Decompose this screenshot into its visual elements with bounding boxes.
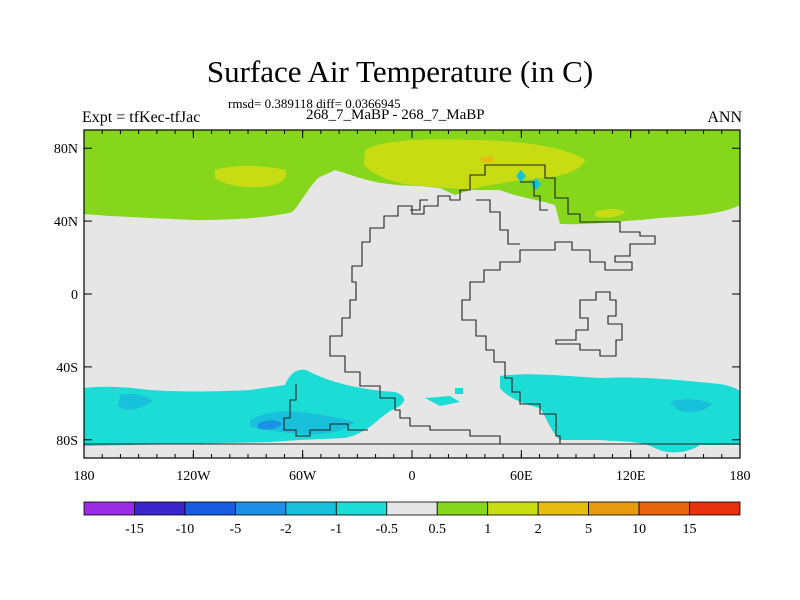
colorbar-label: -2 (280, 522, 292, 537)
colorbar-label: 0.5 (428, 522, 446, 537)
colorbar-label: -1 (330, 522, 342, 537)
x-tick-label: 120E (616, 469, 646, 484)
colorbar-label: 5 (585, 522, 592, 537)
stats-line: rmsd= 0.389118 diff= 0.0366945 (228, 96, 401, 111)
south-colder-patch-2 (118, 393, 152, 410)
colorbar-swatch (689, 501, 741, 516)
siberian-warm-patch (215, 165, 287, 188)
south-colder-patch (250, 411, 355, 435)
arctic-cool-spot (516, 170, 526, 182)
colorbar-swatch (638, 501, 690, 516)
season-label: ANN (707, 109, 742, 126)
x-tick-label: 180 (74, 469, 95, 484)
colorbar-label: 1 (484, 522, 491, 537)
x-tick-label: 60W (289, 469, 317, 484)
colorbar-swatch (588, 501, 640, 516)
chart-subtitle: 268_7_MaBP - 268_7_MaBP (306, 107, 485, 123)
colorbar-swatch (487, 501, 539, 516)
colorbar-label: 10 (632, 522, 646, 537)
chart-title: Surface Air Temperature (in C) (206, 54, 594, 89)
south-colder-patch-4 (258, 420, 282, 430)
colorbar-label: -15 (125, 522, 144, 537)
y-axis: 80N 40N 0 40S 80S (54, 142, 740, 449)
small-hot-spot (480, 156, 494, 163)
continent-outlines (84, 164, 740, 445)
x-axis: 180 120W 60W 0 60E 120E 180 (74, 130, 751, 484)
colorbar-label: 15 (683, 522, 697, 537)
south-cool-speck-2 (455, 388, 463, 394)
y-tick-label: 40N (54, 215, 78, 230)
x-tick-label: 0 (409, 469, 416, 484)
colorbar-label: -10 (176, 522, 195, 537)
arctic-warm-patch (364, 139, 585, 190)
colorbar-label: -5 (230, 522, 242, 537)
y-tick-label: 40S (56, 361, 78, 376)
colorbar-swatch (134, 501, 186, 516)
colorbar-swatch (537, 501, 590, 516)
colorbar-swatch (335, 501, 388, 516)
colorbar-swatch (386, 501, 438, 516)
east-warm-patch (595, 209, 625, 218)
south-colder-patch-3 (670, 399, 712, 412)
x-tick-label: 120W (176, 469, 211, 484)
colorbar: -15 -10 -5 -2 -1 -0.5 0.5 1 2 5 10 15 (83, 501, 741, 537)
map-field (84, 130, 740, 458)
colorbar-swatch (184, 501, 236, 516)
colorbar-swatch (285, 501, 337, 516)
y-tick-label: 80N (54, 142, 78, 157)
south-cool-speck (425, 396, 460, 406)
y-tick-label: 0 (71, 288, 78, 303)
colorbar-swatch (436, 501, 489, 516)
colorbar-swatch (234, 501, 287, 516)
x-tick-label: 60E (510, 469, 533, 484)
south-cool-band (84, 369, 740, 453)
colorbar-label: 2 (535, 522, 542, 537)
colorbar-swatch (83, 501, 135, 516)
y-tick-label: 80S (56, 434, 78, 449)
colorbar-label: -0.5 (376, 522, 398, 537)
x-tick-label: 180 (730, 469, 751, 484)
experiment-label: Expt = tfKec-tfJac (82, 109, 201, 126)
